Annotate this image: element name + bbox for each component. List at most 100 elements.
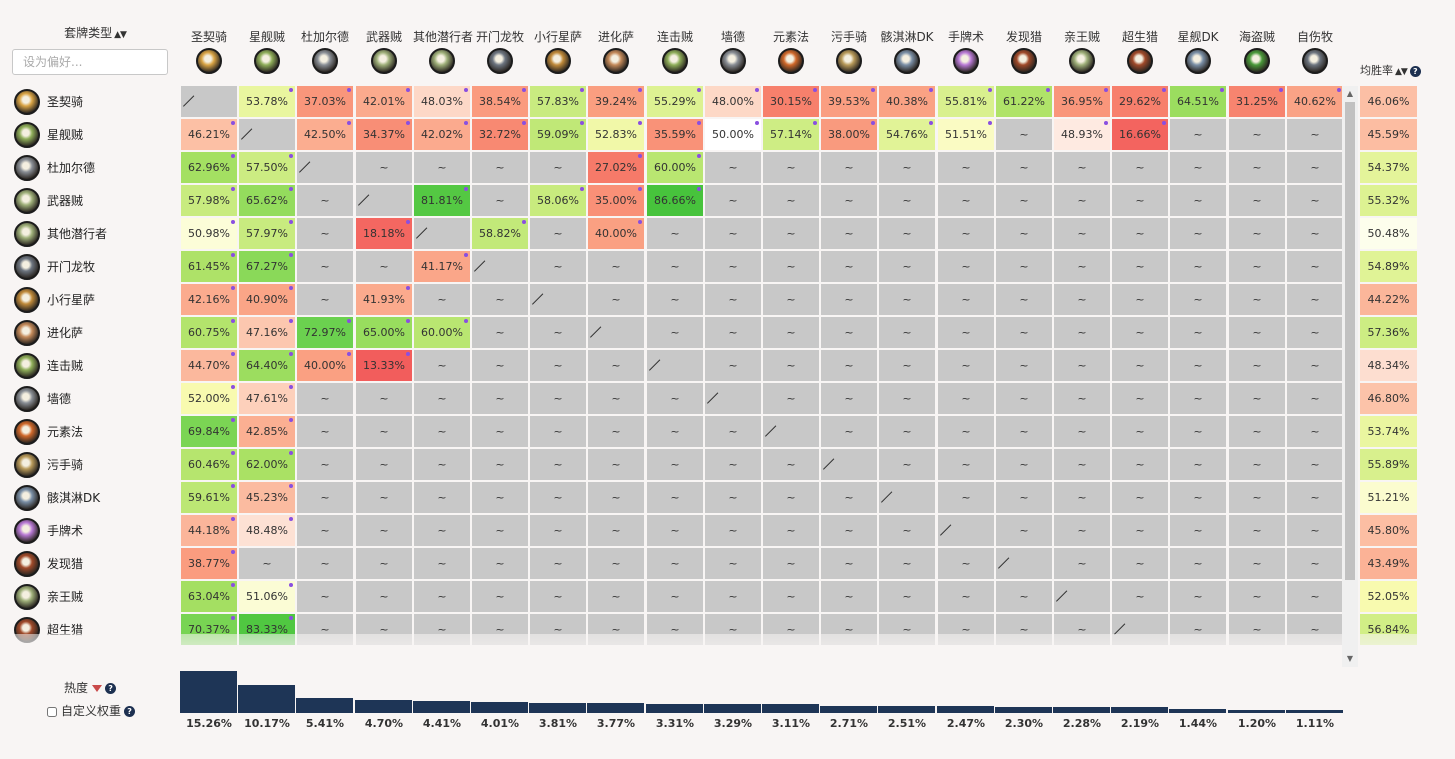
matchup-cell[interactable]: 64.40%: [239, 350, 295, 381]
sort-desc-icon[interactable]: [92, 685, 103, 692]
matchup-cell[interactable]: ~: [1170, 218, 1226, 249]
column-header-12[interactable]: 骸淇淋DK: [880, 30, 934, 44]
matchup-cell[interactable]: ~: [821, 416, 877, 447]
matchup-cell[interactable]: 62.00%: [239, 449, 295, 480]
matchup-cell[interactable]: ~: [1112, 416, 1168, 447]
matchup-cell[interactable]: 38.77%: [181, 548, 237, 579]
matchup-cell[interactable]: 86.66%: [647, 185, 703, 216]
matchup-cell[interactable]: ~: [472, 548, 528, 579]
matchup-cell[interactable]: ~: [530, 416, 586, 447]
row-deck-name[interactable]: 其他潜行者: [47, 227, 108, 241]
matchup-cell[interactable]: ~: [530, 251, 586, 282]
matchup-cell[interactable]: ~: [1287, 284, 1343, 315]
column-header-16[interactable]: 超生猎: [1121, 30, 1158, 44]
column-header-10[interactable]: 元素法: [772, 30, 809, 44]
matchup-cell[interactable]: 55.81%: [938, 86, 994, 117]
matchup-cell[interactable]: ~: [1229, 284, 1285, 315]
matchup-cell[interactable]: 53.78%: [239, 86, 295, 117]
matchup-cell[interactable]: ~: [1112, 449, 1168, 480]
matchup-cell[interactable]: ~: [1170, 383, 1226, 414]
matchup-cell[interactable]: ~: [1287, 482, 1343, 513]
row-deck-name[interactable]: 小行星萨: [47, 293, 96, 307]
table-scrollbar[interactable]: ▲ ▼: [1342, 86, 1358, 667]
matchup-cell[interactable]: ~: [821, 350, 877, 381]
matchup-cell[interactable]: ~: [1287, 449, 1343, 480]
matchup-cell[interactable]: ~: [647, 317, 703, 348]
matchup-cell[interactable]: ~: [763, 185, 819, 216]
matchup-cell[interactable]: ~: [297, 251, 353, 282]
matchup-cell[interactable]: ~: [647, 251, 703, 282]
matchup-cell[interactable]: ~: [530, 515, 586, 546]
matchup-cell[interactable]: ~: [879, 416, 935, 447]
matchup-cell[interactable]: ~: [1287, 152, 1343, 183]
matchup-cell[interactable]: ~: [821, 284, 877, 315]
row-deck-name[interactable]: 星舰贼: [47, 128, 84, 142]
deck-type-header[interactable]: 套牌类型 ▲▼: [64, 26, 127, 40]
matchup-cell[interactable]: ~: [1170, 515, 1226, 546]
matchup-cell[interactable]: ~: [821, 185, 877, 216]
matchup-cell[interactable]: ~: [996, 185, 1052, 216]
matchup-cell[interactable]: 72.97%: [297, 317, 353, 348]
matchup-cell[interactable]: ~: [821, 218, 877, 249]
matchup-cell[interactable]: 64.51%: [1170, 86, 1226, 117]
matchup-cell[interactable]: ~: [530, 383, 586, 414]
matchup-cell[interactable]: ~: [938, 152, 994, 183]
matchup-cell[interactable]: ~: [297, 515, 353, 546]
matchup-cell[interactable]: ~: [1287, 218, 1343, 249]
matchup-cell[interactable]: ~: [763, 317, 819, 348]
matchup-cell[interactable]: ~: [938, 482, 994, 513]
matchup-cell[interactable]: 42.50%: [297, 119, 353, 150]
matchup-cell[interactable]: ~: [763, 449, 819, 480]
matchup-cell[interactable]: ~: [705, 449, 761, 480]
matchup-cell[interactable]: ~: [705, 482, 761, 513]
matchup-cell[interactable]: ~: [763, 350, 819, 381]
matchup-cell[interactable]: 32.72%: [472, 119, 528, 150]
matchup-cell[interactable]: 60.46%: [181, 449, 237, 480]
matchup-cell[interactable]: 31.25%: [1229, 86, 1285, 117]
matchup-cell[interactable]: ~: [996, 284, 1052, 315]
matchup-cell[interactable]: ~: [356, 251, 412, 282]
matchup-cell[interactable]: 59.61%: [181, 482, 237, 513]
matchup-cell[interactable]: 57.83%: [530, 86, 586, 117]
matchup-cell[interactable]: ~: [879, 251, 935, 282]
matchup-cell[interactable]: 44.70%: [181, 350, 237, 381]
column-header-14[interactable]: 发现猎: [1005, 30, 1042, 44]
matchup-cell[interactable]: 54.76%: [879, 119, 935, 150]
matchup-cell[interactable]: ~: [1229, 449, 1285, 480]
matchup-cell[interactable]: 61.22%: [996, 86, 1052, 117]
matchup-cell[interactable]: 65.00%: [356, 317, 412, 348]
matchup-cell[interactable]: ~: [763, 284, 819, 315]
matchup-cell[interactable]: 37.03%: [297, 86, 353, 117]
matchup-cell[interactable]: ~: [356, 152, 412, 183]
matchup-cell[interactable]: ~: [1054, 152, 1110, 183]
matchup-cell[interactable]: ~: [1229, 317, 1285, 348]
matchup-cell[interactable]: ~: [938, 218, 994, 249]
matchup-cell[interactable]: ~: [588, 383, 644, 414]
matchup-cell[interactable]: ~: [1054, 515, 1110, 546]
matchup-cell[interactable]: [414, 218, 470, 249]
matchup-cell[interactable]: 45.23%: [239, 482, 295, 513]
matchup-cell[interactable]: ~: [763, 548, 819, 579]
matchup-cell[interactable]: ~: [996, 152, 1052, 183]
matchup-cell[interactable]: ~: [356, 416, 412, 447]
matchup-cell[interactable]: ~: [472, 284, 528, 315]
matchup-cell[interactable]: ~: [297, 482, 353, 513]
matchup-cell[interactable]: ~: [1229, 581, 1285, 612]
matchup-cell[interactable]: 57.98%: [181, 185, 237, 216]
matchup-cell[interactable]: ~: [356, 548, 412, 579]
matchup-cell[interactable]: ~: [705, 185, 761, 216]
matchup-cell[interactable]: ~: [763, 581, 819, 612]
matchup-cell[interactable]: ~: [472, 383, 528, 414]
matchup-cell[interactable]: ~: [647, 383, 703, 414]
matchup-cell[interactable]: [239, 119, 295, 150]
matchup-cell[interactable]: 35.00%: [588, 185, 644, 216]
matchup-cell[interactable]: ~: [472, 152, 528, 183]
column-header-0[interactable]: 圣契骑: [190, 30, 227, 44]
matchup-cell[interactable]: ~: [1170, 284, 1226, 315]
matchup-cell[interactable]: ~: [647, 482, 703, 513]
matchup-cell[interactable]: ~: [356, 482, 412, 513]
matchup-cell[interactable]: ~: [530, 449, 586, 480]
matchup-cell[interactable]: ~: [530, 218, 586, 249]
matchup-cell[interactable]: 48.48%: [239, 515, 295, 546]
matchup-cell[interactable]: ~: [996, 449, 1052, 480]
